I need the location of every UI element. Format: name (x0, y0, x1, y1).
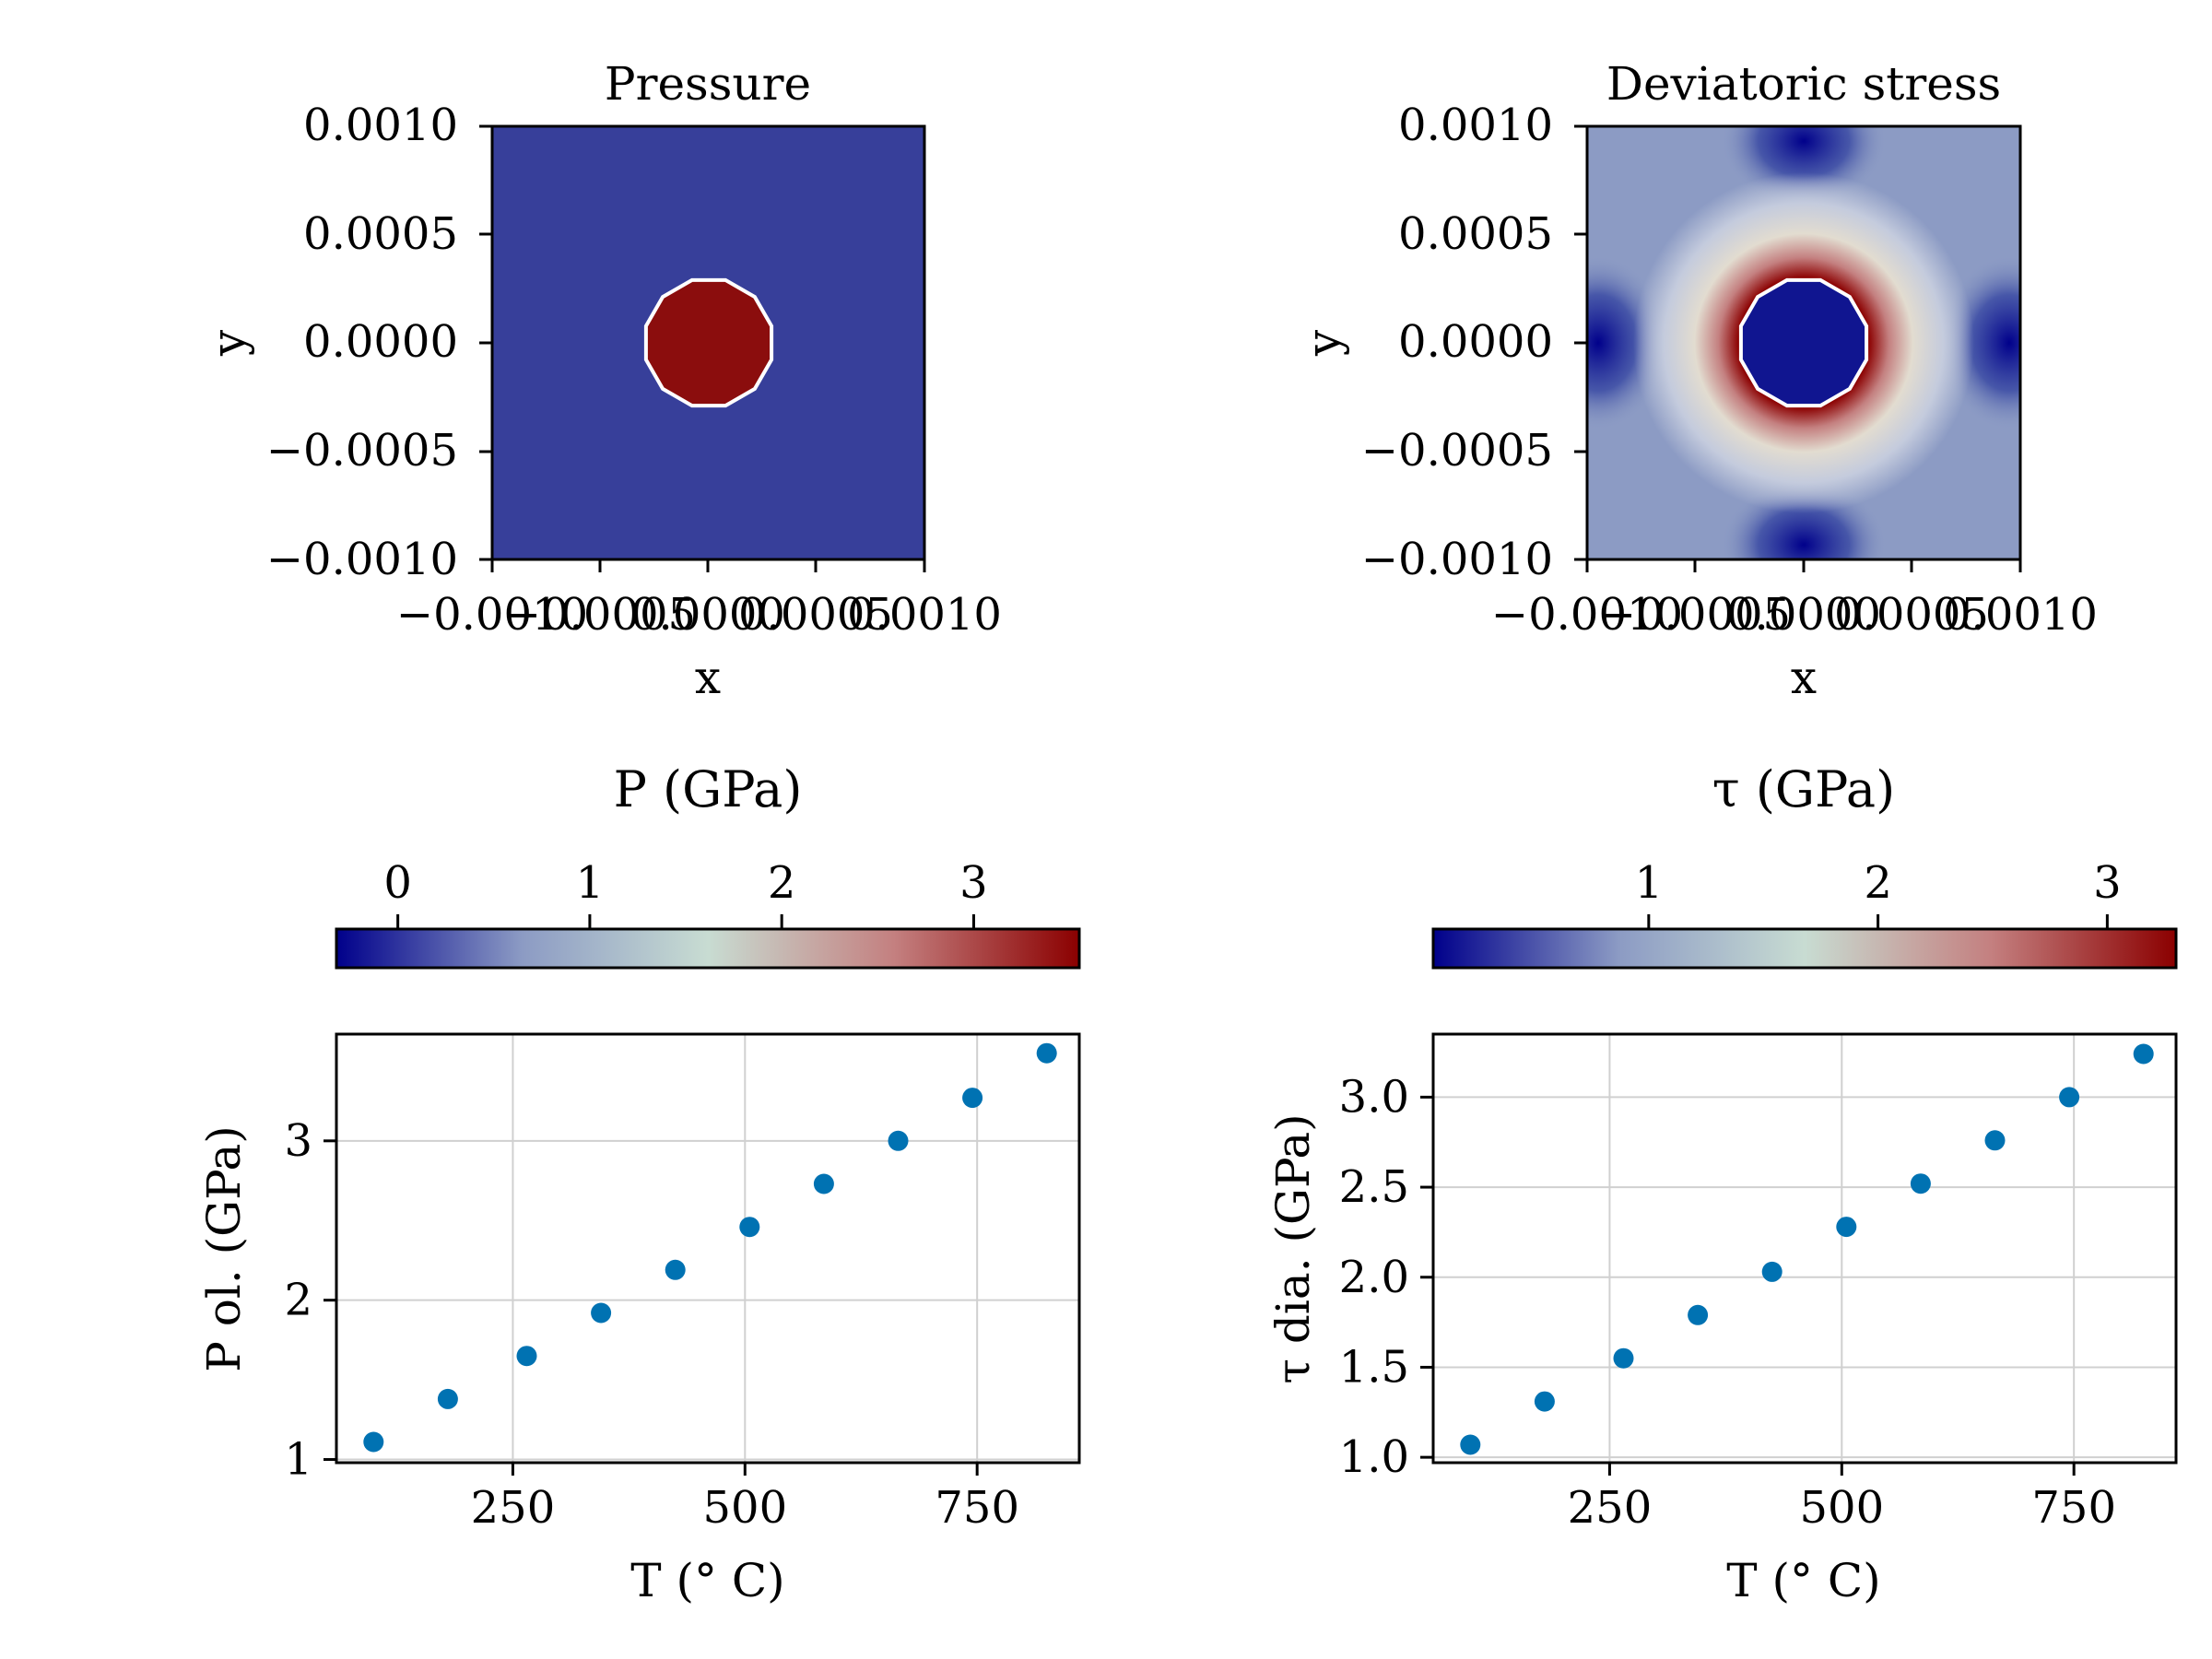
deviatoric-scatter-point (1460, 1434, 1481, 1455)
pressure-inclusion (643, 277, 774, 408)
x-tick-label: 0.0000 (1726, 589, 1881, 641)
deviatoric-scatter-point (2133, 1043, 2154, 1065)
y-tick-label: 1.0 (1339, 1431, 1409, 1483)
deviatoric-colorbar: τ (GPa) 1 2 3 (1431, 760, 2178, 970)
deviatoric-colorbar-gradient (1431, 927, 2178, 970)
colorbar-tick-label: 1 (1635, 857, 1664, 909)
pressure-scatter-point (1036, 1042, 1057, 1064)
y-tick-label: 2.0 (1339, 1252, 1409, 1303)
pressure-scatter-y-label: P ol. (GPa) (197, 1125, 251, 1372)
pressure-colorbar: P (GPa) 0 1 2 3 (335, 760, 1081, 970)
deviatoric-field (1587, 126, 2020, 559)
pressure-scatter-frame (335, 1032, 1081, 1465)
pressure-x-ticks: −0.0010 −0.0005 0.0000 0.0005 0.0010 (396, 559, 1002, 641)
x-tick-label: 250 (1568, 1482, 1653, 1534)
x-tick-label: 750 (935, 1482, 1019, 1534)
y-tick-label: −0.0005 (266, 425, 458, 477)
x-tick-label: 500 (1799, 1482, 1884, 1534)
deviatoric-scatter-frame (1431, 1032, 2178, 1465)
colorbar-tick-label: 2 (1864, 857, 1892, 909)
y-tick-label: 0.0005 (1398, 208, 1553, 260)
deviatoric-scatter-point (1534, 1391, 1555, 1412)
colorbar-tick-label: 2 (768, 857, 796, 909)
deviatoric-scatter-panel: T (° C) τ dia. (GPa) 250 500 750 1.0 1.5 2.0 2… (1266, 1032, 2178, 1607)
deviatoric-scatter-point (1910, 1173, 1931, 1194)
pressure-scatter-point (888, 1130, 909, 1151)
pressure-title: Pressure (605, 57, 811, 111)
pressure-scatter-panel: T (° C) P ol. (GPa) 250 500 750 1 2 3 (197, 1032, 1081, 1607)
pressure-scatter-point (962, 1088, 983, 1109)
deviatoric-inclusion (1738, 277, 1869, 408)
y-tick-label: 2 (284, 1275, 312, 1326)
deviatoric-scatter-point (2059, 1087, 2080, 1108)
y-tick-label: 1.5 (1339, 1341, 1409, 1393)
pressure-y-ticks: 0.0010 0.0005 0.0000 −0.0005 −0.0010 (266, 100, 492, 585)
y-tick-label: 3.0 (1339, 1071, 1409, 1123)
deviatoric-panel: Deviatoric stress 0.0010 0.0005 0.0000 −… (1297, 57, 2098, 704)
deviatoric-x-ticks: −0.0010 −0.0005 0.0000 0.0005 0.0010 (1491, 559, 2098, 641)
x-tick-label: 0.0000 (630, 589, 785, 641)
deviatoric-scatter-point (1761, 1261, 1783, 1282)
pressure-colorbar-gradient (335, 927, 1081, 970)
deviatoric-scatter-x-label: T (° C) (1726, 1554, 1880, 1607)
x-tick-label: 0.0005 (1834, 589, 1989, 641)
pressure-scatter-x-label: T (° C) (630, 1554, 784, 1607)
x-tick-label: 0.0005 (738, 589, 893, 641)
pressure-scatter-point (665, 1259, 686, 1280)
pressure-scatter-point (516, 1346, 537, 1367)
x-tick-label: −0.0005 (504, 589, 696, 641)
y-tick-label: 0.0010 (303, 100, 458, 151)
x-tick-label: 750 (2031, 1482, 2116, 1534)
deviatoric-y-label: y (1297, 329, 1350, 357)
y-tick-label: −0.0010 (1361, 534, 1553, 585)
y-tick-label: −0.0010 (266, 534, 458, 585)
y-tick-label: 2.5 (1339, 1161, 1409, 1213)
pressure-scatter-point (813, 1173, 834, 1194)
deviatoric-scatter-y-label: τ dia. (GPa) (1266, 1113, 1320, 1383)
y-tick-label: −0.0005 (1361, 425, 1553, 477)
pressure-scatter-point (363, 1431, 384, 1453)
colorbar-tick-label: 3 (2093, 857, 2122, 909)
pressure-y-label: y (202, 329, 255, 357)
deviatoric-title: Deviatoric stress (1606, 57, 2001, 111)
colorbar-tick-label: 1 (576, 857, 605, 909)
x-tick-label: 0.0010 (847, 589, 1002, 641)
x-tick-label: 0.0010 (1943, 589, 2098, 641)
y-tick-label: 0.0000 (303, 316, 458, 368)
deviatoric-colorbar-label: τ (GPa) (1712, 760, 1895, 818)
pressure-scatter-point (739, 1217, 760, 1238)
pressure-x-label: x (695, 651, 721, 704)
pressure-panel: Pressure 0.0010 0.0005 0.0000 −0.0005 −0… (202, 57, 1002, 704)
pressure-scatter-point (591, 1302, 612, 1324)
y-tick-label: 0.0000 (1398, 316, 1553, 368)
deviatoric-y-ticks: 0.0010 0.0005 0.0000 −0.0005 −0.0010 (1361, 100, 1587, 585)
deviatoric-scatter-point (1613, 1347, 1634, 1369)
y-tick-label: 3 (284, 1115, 312, 1167)
y-tick-label: 0.0010 (1398, 100, 1553, 151)
colorbar-tick-label: 3 (959, 857, 988, 909)
x-tick-label: 250 (471, 1482, 556, 1534)
deviatoric-scatter-point (1688, 1304, 1709, 1325)
y-tick-label: 1 (284, 1434, 312, 1486)
pressure-colorbar-label: P (GPa) (614, 760, 803, 818)
x-tick-label: −0.0010 (1491, 589, 1683, 641)
x-tick-label: 500 (702, 1482, 787, 1534)
x-tick-label: −0.0010 (396, 589, 588, 641)
y-tick-label: 0.0005 (303, 208, 458, 260)
deviatoric-x-label: x (1791, 651, 1817, 704)
pressure-scatter-point (437, 1388, 458, 1409)
deviatoric-scatter-point (1984, 1130, 2006, 1151)
x-tick-label: −0.0005 (1599, 589, 1791, 641)
colorbar-tick-label: 0 (383, 857, 412, 909)
deviatoric-scatter-point (1836, 1217, 1857, 1238)
